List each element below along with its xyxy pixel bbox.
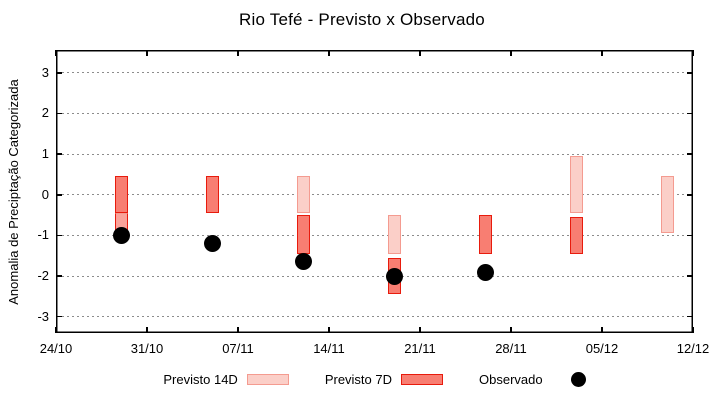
- x-tick-label: 12/12: [676, 341, 710, 356]
- y-axis-tick: [687, 275, 693, 277]
- gridline: [57, 275, 692, 277]
- x-axis-tick: [146, 50, 148, 56]
- y-tick-label: -3: [37, 308, 49, 324]
- x-tick-label: 05/12: [585, 341, 619, 356]
- gridline: [57, 112, 692, 114]
- y-axis-tick: [687, 194, 693, 196]
- y-axis-tick: [56, 234, 62, 237]
- x-axis-tick: [237, 50, 239, 56]
- y-tick-label: 1: [41, 146, 49, 162]
- y-axis-tick: [687, 72, 693, 74]
- y-tick-label: 0: [41, 186, 49, 202]
- bar-previsto-14d: [387, 215, 401, 254]
- y-axis-tick: [56, 275, 62, 277]
- bar-previsto-7d: [205, 176, 219, 214]
- x-tick-label: 21/11: [404, 341, 436, 356]
- bar-previsto-7d: [478, 215, 492, 254]
- legend-swatch-previsto7d: [401, 373, 444, 385]
- gridline: [57, 153, 692, 155]
- x-axis-tick: [237, 327, 239, 333]
- x-tick-label: 14/11: [313, 341, 345, 356]
- y-axis-tick: [687, 112, 693, 115]
- x-axis-tick: [146, 327, 148, 333]
- x-axis-tick: [328, 50, 330, 56]
- observado-point: [203, 235, 221, 253]
- x-axis-tick: [692, 50, 694, 56]
- gridline: [57, 234, 692, 236]
- gridline: [57, 316, 692, 318]
- x-axis-tick: [601, 50, 603, 56]
- observado-point: [112, 226, 130, 244]
- y-tick-label: -2: [37, 268, 49, 284]
- x-axis-tick: [419, 327, 421, 333]
- bar-previsto-7d: [114, 176, 128, 214]
- legend-item-previsto7d: Previsto 7D: [324, 371, 444, 387]
- x-tick-label: 07/11: [222, 341, 254, 356]
- bar-previsto-7d: [569, 217, 583, 254]
- x-axis-tick: [328, 327, 330, 333]
- legend-marker-observado: [570, 371, 586, 387]
- x-axis-tick: [510, 327, 512, 333]
- legend-label: Previsto 7D: [324, 371, 393, 387]
- bar-previsto-14d: [296, 176, 310, 214]
- gridline: [57, 194, 692, 196]
- gridline: [57, 72, 692, 74]
- y-tick-label: 3: [41, 64, 49, 80]
- y-tick-label: -1: [37, 227, 49, 243]
- y-axis-tick: [687, 234, 693, 237]
- x-axis-tick: [510, 50, 512, 56]
- x-tick-label: 24/10: [39, 341, 73, 356]
- bar-previsto-14d: [569, 156, 583, 214]
- legend-label: Previsto 14D: [163, 371, 238, 387]
- x-axis-tick: [692, 327, 694, 333]
- y-axis-tick: [56, 315, 62, 318]
- x-tick-label: 28/11: [495, 341, 527, 356]
- y-axis-tick: [56, 153, 62, 155]
- bar-previsto-14d: [660, 176, 674, 234]
- y-tick-label: 2: [41, 105, 49, 121]
- observado-point: [385, 267, 403, 285]
- x-tick-label: 31/10: [130, 341, 164, 356]
- legend-item-observado: Observado: [479, 371, 586, 387]
- legend-label: Observado: [479, 371, 543, 387]
- x-axis-tick: [419, 50, 421, 56]
- x-axis-tick: [55, 50, 57, 56]
- y-axis-tick: [56, 194, 62, 196]
- legend-swatch-previsto14d: [246, 373, 289, 385]
- observado-point: [294, 253, 312, 271]
- legend: Previsto 14D Previsto 7D Observado: [56, 366, 693, 392]
- x-axis-tick: [601, 327, 603, 333]
- bar-previsto-7d: [296, 215, 310, 254]
- legend-item-previsto14d: Previsto 14D: [163, 371, 289, 387]
- chart-title: Rio Tefé - Previsto x Observado: [239, 10, 485, 29]
- y-axis-tick: [687, 315, 693, 318]
- observado-point: [476, 263, 494, 281]
- plot-area: [55, 50, 694, 333]
- y-axis-tick: [56, 112, 62, 115]
- y-axis-tick: [687, 153, 693, 155]
- y-axis-tick: [56, 72, 62, 74]
- x-axis-tick: [55, 327, 57, 333]
